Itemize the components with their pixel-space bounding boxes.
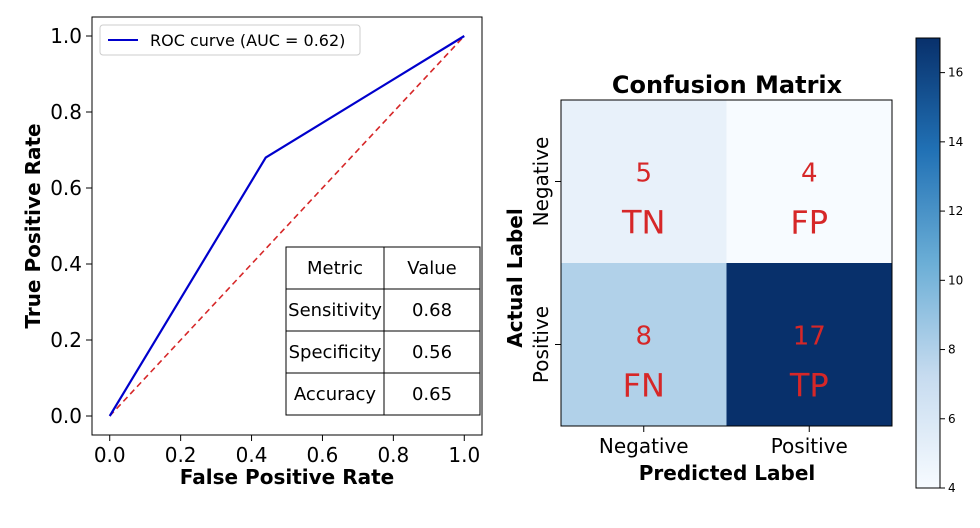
colorbar-tick-label: 14: [948, 135, 963, 149]
confusion-matrix-chart: Confusion Matrix 5 TN 4 FP 8 FN 17 TP Negative P…: [503, 71, 893, 485]
table-cell-value: 0.68: [412, 300, 452, 321]
colorbar-tick-label: 6: [948, 412, 956, 426]
roc-x-ticks: 0.0 0.2 0.4 0.6 0.8 1.0: [94, 435, 480, 467]
colorbar-tick-label: 8: [948, 343, 956, 357]
x-tick-label: 1.0: [448, 443, 480, 467]
cell-count: 8: [635, 322, 652, 352]
cell-label: FN: [623, 367, 665, 405]
y-tick-label: 0.2: [50, 328, 82, 352]
confusion-matrix-y-axis-title: Actual Label: [503, 208, 527, 347]
y-tick-label: 1.0: [50, 24, 82, 48]
x-tick-label: 0.8: [377, 443, 409, 467]
cell-count: 5: [635, 159, 652, 189]
colorbar: 4 6 8 10 12 14 16: [915, 37, 963, 495]
y-tick-label: 0.8: [50, 100, 82, 124]
colorbar-ticks: 4 6 8 10 12 14 16: [940, 66, 963, 495]
x-category-label: Positive: [771, 434, 848, 458]
confusion-matrix-title: Confusion Matrix: [612, 71, 843, 99]
table-cell-value: 0.56: [412, 342, 452, 363]
cell-count: 17: [793, 322, 826, 352]
cell-label: FP: [790, 204, 828, 242]
cell-label: TP: [789, 367, 829, 405]
table-cell-value: 0.65: [412, 384, 452, 405]
y-tick-label: 0.4: [50, 252, 82, 276]
x-category-label: Negative: [599, 434, 689, 458]
cell-label: TN: [621, 204, 665, 242]
table-header-value: Value: [407, 258, 456, 279]
table-header-metric: Metric: [307, 258, 363, 279]
colorbar-gradient: [915, 37, 941, 489]
confusion-matrix-ticks: Negative Positive Negative Positive: [529, 137, 848, 458]
confusion-matrix-x-axis-title: Predicted Label: [639, 461, 816, 485]
roc-y-axis-title: True Positive Rate: [21, 123, 45, 328]
matrix-cell: [726, 263, 892, 426]
legend-entry-roc: ROC curve (AUC = 0.62): [150, 31, 345, 50]
matrix-cell: [561, 263, 727, 426]
x-tick-label: 0.0: [94, 443, 126, 467]
chance-diagonal-line: [109, 35, 465, 417]
legend-box: [99, 24, 361, 56]
cell-count: 4: [801, 159, 818, 189]
colorbar-tick-label: 12: [948, 204, 963, 218]
matrix-cell: [561, 100, 727, 263]
y-tick-label: 0.6: [50, 176, 82, 200]
table-cell-metric: Specificity: [289, 342, 382, 363]
table-cell-metric: Accuracy: [294, 384, 377, 405]
colorbar-tick-label: 10: [948, 273, 963, 287]
confusion-matrix-cells: 5 TN 4 FP 8 FN 17 TP: [561, 100, 892, 426]
roc-x-axis-title: False Positive Rate: [180, 465, 394, 489]
roc-curve-line: [108, 35, 465, 417]
y-category-label: Positive: [529, 306, 553, 383]
roc-chart: 0.0 0.2 0.4 0.6 0.8 1.0 0.0 0.2 0.4 0.6 0.8 1.0 Fa…: [21, 16, 483, 489]
x-tick-label: 0.4: [236, 443, 268, 467]
metrics-table: Metric Value Sensitivity 0.68 Specificity 0.5…: [285, 246, 481, 416]
roc-lines: [108, 35, 465, 417]
matrix-cell: [726, 100, 892, 263]
x-tick-label: 0.2: [165, 443, 197, 467]
table-cell-metric: Sensitivity: [288, 300, 382, 321]
colorbar-tick-label: 16: [948, 66, 963, 80]
y-category-label: Negative: [529, 137, 553, 227]
roc-y-ticks: 0.0 0.2 0.4 0.6 0.8 1.0: [50, 24, 92, 428]
roc-legend: ROC curve (AUC = 0.62): [99, 24, 361, 56]
y-tick-label: 0.0: [50, 404, 82, 428]
confusion-matrix-frame: [560, 99, 893, 427]
x-tick-label: 0.6: [307, 443, 339, 467]
colorbar-tick-label: 4: [948, 481, 956, 495]
